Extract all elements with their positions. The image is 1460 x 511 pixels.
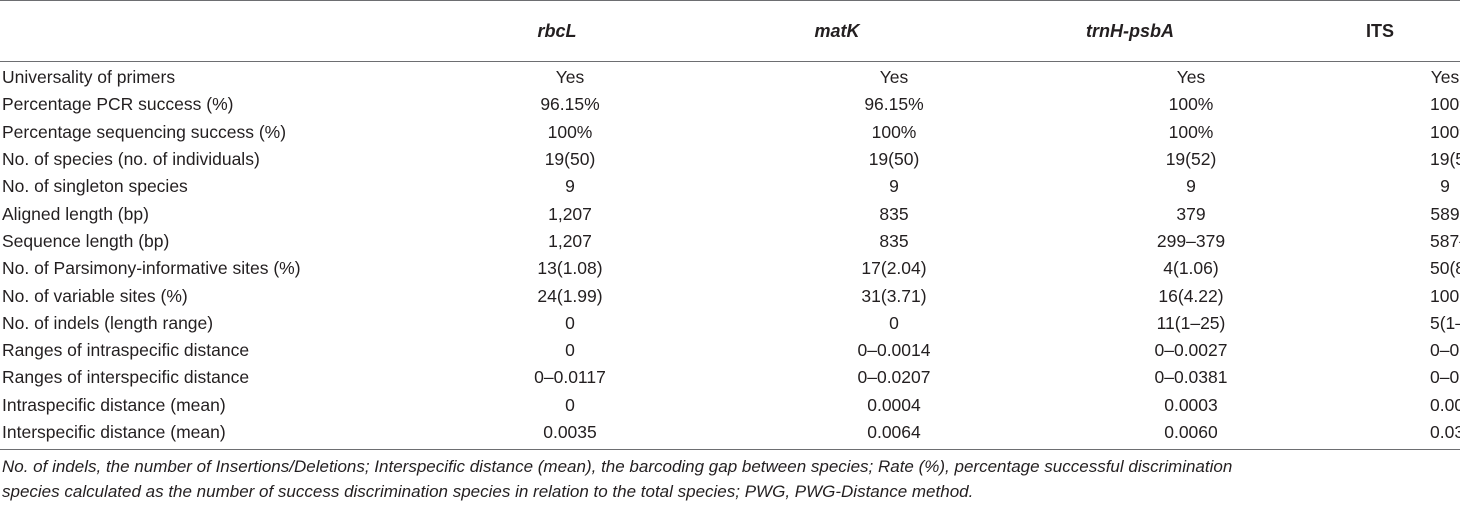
its-value: 100(16.98) (1430, 285, 1460, 306)
its-value: 0.0032 (1430, 394, 1460, 415)
trnh-psba-value: 0.0003 (1164, 394, 1218, 415)
trnh-psba-value: 0.0060 (960, 418, 1300, 451)
matk-value: 835 (879, 230, 909, 251)
row-label: Universality of primers (2, 67, 176, 88)
table-row: Universality of primers Yes Yes Yes Yes (0, 62, 1460, 92)
table-row: No. of singleton species 9 9 9 9 (0, 173, 1460, 200)
trnh-psba-value: 100% (1168, 121, 1214, 142)
table-row: Interspecific distance (mean) 0.0035 0.006… (0, 418, 1460, 451)
header-rbcl: rbcL (400, 0, 714, 62)
its-value: 589 (1430, 203, 1460, 224)
its-value: 50(8.49) (1430, 258, 1460, 279)
table-row: Intraspecific distance (mean) 0 0.0004 0.00… (0, 392, 1460, 419)
matk-value: 17(2.04) (861, 258, 927, 279)
table-row: Aligned length (bp) 1,207 835 379 589 (0, 200, 1460, 227)
rbcl-value: 1,207 (548, 203, 592, 224)
its-value: 9 (1440, 176, 1450, 197)
trnh-psba-value: 100% (1168, 94, 1214, 115)
trnh-psba-value: 9 (1186, 176, 1196, 197)
its-value: 0–0.1161 (1430, 367, 1460, 388)
trnh-psba-value: 0–0.0027 (1154, 340, 1228, 361)
rbcl-value: Yes (555, 67, 585, 88)
rbcl-value: 0.0035 (400, 418, 714, 451)
barcode-comparison-table: rbcL matK trnH-psbA ITS Universality of … (0, 0, 1460, 451)
rbcl-value: 1,207 (548, 230, 592, 251)
trnh-psba-value: 4(1.06) (1163, 258, 1219, 279)
row-label: No. of species (no. of individuals) (2, 149, 260, 170)
matk-value: 0.0004 (867, 394, 921, 415)
rbcl-value: 13(1.08) (537, 258, 603, 279)
row-label: No. of singleton species (2, 176, 188, 197)
footnote-line-1: No. of indels, the number of Insertions/… (2, 457, 1233, 476)
comparison-table-container: rbcL matK trnH-psbA ITS Universality of … (0, 0, 1460, 451)
header-trnh-psba: trnH-psbA (960, 0, 1300, 62)
row-label: Percentage PCR success (%) (2, 94, 234, 115)
its-value: 587–589 (1430, 230, 1460, 251)
its-value: 100% (1430, 121, 1460, 142)
trnh-psba-value: 379 (1176, 203, 1206, 224)
row-label: No. of indels (length range) (2, 312, 214, 333)
matk-value: 96.15% (864, 94, 924, 115)
row-label: Percentage sequencing success (%) (2, 121, 287, 142)
matk-value: 19(50) (868, 149, 920, 170)
header-matk: matK (714, 0, 960, 62)
rbcl-value: 0 (565, 312, 575, 333)
header-its: ITS (1300, 0, 1460, 62)
table-row: Ranges of intraspecific distance 0 0–0.001… (0, 337, 1460, 364)
table-body: Universality of primers Yes Yes Yes Yes Perce… (0, 62, 1460, 451)
row-label: Interspecific distance (mean) (0, 418, 400, 451)
row-label: Sequence length (bp) (2, 230, 170, 251)
its-value: 19(52) (1430, 149, 1460, 170)
rbcl-value: 96.15% (540, 94, 600, 115)
matk-value: 835 (879, 203, 909, 224)
rbcl-value: 19(50) (544, 149, 596, 170)
row-label: Ranges of intraspecific distance (2, 340, 250, 361)
trnh-psba-value: 11(1–25) (1156, 312, 1226, 333)
table-row: No. of indels (length range) 0 0 11(1–25) 5(… (0, 310, 1460, 337)
table-row: No. of Parsimony-informative sites (%) 13… (0, 255, 1460, 282)
row-label: Ranges of interspecific distance (2, 367, 250, 388)
rbcl-value: 0 (565, 394, 575, 415)
its-value: 0.0323 (1300, 418, 1460, 451)
matk-value: 0–0.0207 (857, 367, 931, 388)
rbcl-value: 9 (565, 176, 575, 197)
table-row: Ranges of interspecific distance 0–0.0117… (0, 364, 1460, 391)
its-value: Yes (1430, 67, 1460, 88)
matk-value: 100% (871, 121, 917, 142)
table-row: No. of variable sites (%) 24(1.99) 31(3.71… (0, 282, 1460, 309)
row-label: Aligned length (bp) (2, 203, 149, 224)
its-value: 5(1–2) (1430, 312, 1460, 333)
matk-value: 0 (889, 312, 899, 333)
matk-value: 0–0.0014 (857, 340, 931, 361)
table-row: No. of species (no. of individuals) 19(50… (0, 146, 1460, 173)
matk-value: 9 (889, 176, 899, 197)
matk-value: 31(3.71) (861, 285, 927, 306)
table-row: Sequence length (bp) 1,207 835 299–379 587–5… (0, 228, 1460, 255)
header-empty-cell (0, 0, 400, 62)
trnh-psba-value: Yes (1176, 67, 1206, 88)
rbcl-value: 24(1.99) (537, 285, 603, 306)
its-value: 0–0.0116 (1430, 340, 1460, 361)
matk-value: Yes (879, 67, 909, 88)
table-row: Percentage PCR success (%) 96.15% 96.15% 10… (0, 91, 1460, 118)
trnh-psba-value: 299–379 (1156, 230, 1226, 251)
table-footnote: No. of indels, the number of Insertions/… (2, 454, 1442, 504)
row-label: No. of Parsimony-informative sites (%) (2, 258, 301, 279)
trnh-psba-value: 16(4.22) (1158, 285, 1224, 306)
rbcl-value: 100% (547, 121, 593, 142)
row-label: No. of variable sites (%) (2, 285, 188, 306)
trnh-psba-value: 0–0.0381 (1154, 367, 1228, 388)
trnh-psba-value: 19(52) (1165, 149, 1217, 170)
table-header-row: rbcL matK trnH-psbA ITS (0, 0, 1460, 62)
matk-value: 0.0064 (714, 418, 960, 451)
row-label: Intraspecific distance (mean) (2, 394, 226, 415)
rbcl-value: 0 (565, 340, 575, 361)
table-row: Percentage sequencing success (%) 100% 100… (0, 119, 1460, 146)
footnote-line-2: species calculated as the number of succ… (2, 482, 974, 501)
its-value: 100% (1430, 94, 1460, 115)
rbcl-value: 0–0.0117 (534, 367, 606, 388)
